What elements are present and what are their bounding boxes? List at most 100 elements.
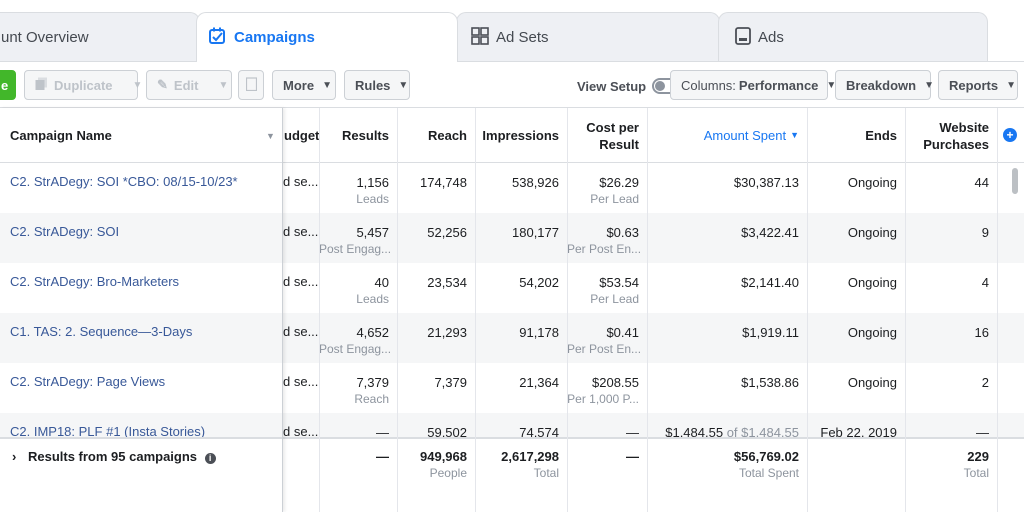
rules-button[interactable]: Rules ▼ <box>344 70 410 100</box>
website-purchases-cell: 4 <box>981 275 989 290</box>
reach-cell: 23,534 <box>427 275 467 290</box>
table-row[interactable]: C2. StrADegy: SOI *CBO: 08/15-10/23* d se… <box>0 163 1024 213</box>
campaign-name-link[interactable]: C2. StrADegy: Page Views <box>10 374 166 389</box>
chevron-down-icon[interactable]: ▼ <box>132 79 143 91</box>
breakdown-button[interactable]: Breakdown ▼ <box>835 70 934 100</box>
website-purchases-cell: — <box>976 425 989 440</box>
campaign-name-link[interactable]: C2. IMP18: PLF #1 (Insta Stories) <box>10 424 206 439</box>
reach-cell: 7,379 <box>434 375 467 390</box>
tab-campaigns[interactable]: Campaigns <box>196 12 458 62</box>
header-label: Amount Spent <box>703 128 787 143</box>
vertical-scrollbar[interactable] <box>1012 168 1018 194</box>
chevron-down-icon: ▼ <box>826 79 837 91</box>
chevron-down-icon: ▼ <box>924 79 934 91</box>
budget-cell: d se... <box>283 224 319 239</box>
column-header-ends[interactable]: Ends <box>807 108 905 163</box>
delete-button[interactable] <box>238 70 264 100</box>
impressions-cell: 54,202 <box>519 275 559 290</box>
tab-label: Ads <box>758 29 784 46</box>
campaign-name-link[interactable]: C2. StrADegy: SOI <box>10 224 120 239</box>
column-divider <box>397 108 398 512</box>
reach-cell: 21,293 <box>427 325 467 340</box>
results-cell: 1,156 Leads <box>356 175 389 206</box>
amount-spent-cell: $2,141.40 <box>741 275 799 290</box>
column-header-cost-per-result[interactable]: Cost per Result <box>567 108 647 163</box>
impressions-cell: 74,574 <box>519 425 559 440</box>
pencil-icon: ✎ <box>157 77 168 92</box>
breakdown-label: Breakdown <box>846 77 917 93</box>
totals-label-cell[interactable]: › Results from 95 campaigns i <box>0 439 283 499</box>
column-divider <box>647 108 648 512</box>
results-cell: 5,457 Post Engag... <box>319 225 392 256</box>
columns-value: Performance <box>738 77 819 93</box>
columns-button[interactable]: Columns: Performance ▼ <box>670 70 836 100</box>
amount-spent-cell: $1,919.11 <box>742 325 799 340</box>
amount-spent-cell: $1,484.55 of $1,484.55 <box>665 425 799 440</box>
tab-account-overview[interactable]: unt Overview <box>0 12 200 62</box>
totals-impressions: 2,617,298 Total <box>501 449 559 480</box>
amount-spent-cell: $1,538.86 <box>741 375 799 390</box>
chevron-right-icon[interactable]: › <box>12 449 17 464</box>
create-button[interactable]: e <box>0 70 16 100</box>
table-row[interactable]: C1. TAS: 2. Sequence—3-Days d se... 4,652 P… <box>0 313 1024 363</box>
website-purchases-cell: 9 <box>981 225 989 240</box>
rules-label: Rules <box>355 77 391 93</box>
campaign-name-link[interactable]: C1. TAS: 2. Sequence—3-Days <box>10 324 193 339</box>
campaign-name-link[interactable]: C2. StrADegy: SOI *CBO: 08/15-10/23* <box>10 174 238 189</box>
totals-spent: $56,769.02 Total Spent <box>733 449 799 480</box>
sort-caret-icon[interactable]: ▼ <box>266 131 275 141</box>
column-header-campaign-name[interactable]: Campaign Name ▼ <box>0 108 283 163</box>
reports-button[interactable]: Reports ▼ <box>938 70 1018 100</box>
chevron-down-icon[interactable]: ▼ <box>218 79 229 91</box>
tab-ad-sets[interactable]: Ad Sets <box>456 12 720 62</box>
header-label: udget <box>284 128 320 143</box>
add-column-icon[interactable]: + <box>1003 128 1017 142</box>
results-cell: 7,379 Reach <box>354 375 389 406</box>
table-row[interactable]: C2. StrADegy: Bro-Marketers d se... 40 Lead… <box>0 263 1024 313</box>
create-label: e <box>1 77 9 93</box>
table-row[interactable]: C2. StrADegy: SOI d se... 5,457 Post Engag.… <box>0 213 1024 263</box>
impressions-cell: 91,178 <box>519 325 559 340</box>
column-header-budget[interactable]: udget <box>283 108 319 163</box>
impressions-cell: 180,177 <box>512 225 559 240</box>
more-button[interactable]: More ▼ <box>272 70 336 100</box>
column-header-results[interactable]: Results <box>319 108 397 163</box>
column-divider <box>567 108 568 512</box>
results-cell: 40 Leads <box>356 275 389 306</box>
more-label: More <box>283 77 315 93</box>
cost-per-result-cell: $0.63 Per Post En... <box>567 225 642 256</box>
ends-cell: Ongoing <box>847 175 897 190</box>
tab-ads[interactable]: Ads <box>718 12 988 62</box>
amount-spent-cell: $30,387.13 <box>733 175 799 190</box>
table-row[interactable]: C2. StrADegy: Page Views d se... 7,379 Reac… <box>0 363 1024 413</box>
header-label: Campaign Name <box>10 128 112 143</box>
column-divider <box>997 108 998 512</box>
ends-cell: Ongoing <box>847 225 897 240</box>
edit-button[interactable]: ✎ Edit ▼ <box>146 70 232 100</box>
column-divider <box>807 108 808 512</box>
campaign-name-link[interactable]: C2. StrADegy: Bro-Marketers <box>10 274 180 289</box>
reach-cell: 59,502 <box>427 425 467 440</box>
column-header-website-purchases[interactable]: Website Purchases <box>905 108 997 163</box>
budget-cell: d se... <box>283 274 319 289</box>
column-divider <box>905 108 906 512</box>
duplicate-button[interactable]: Duplicate ▼ <box>24 70 142 100</box>
column-header-reach[interactable]: Reach <box>397 108 475 163</box>
info-icon[interactable]: i <box>204 453 216 464</box>
reach-cell: 52,256 <box>427 225 467 240</box>
tab-label: unt Overview <box>1 29 89 46</box>
amount-spent-cell: $3,422.41 <box>741 225 799 240</box>
website-purchases-cell: 2 <box>981 375 989 390</box>
campaigns-icon <box>209 27 227 49</box>
duplicate-label: Duplicate <box>54 77 113 93</box>
tab-label: Ad Sets <box>496 29 549 46</box>
view-setup-label: View Setup <box>577 78 647 94</box>
cost-per-result-cell: $208.55 Per 1,000 P... <box>567 375 639 406</box>
grid-icon <box>471 26 489 49</box>
edit-label: Edit <box>173 77 199 93</box>
reach-cell: 174,748 <box>420 175 467 190</box>
view-setup: View Setup <box>577 78 679 94</box>
column-header-amount-spent[interactable]: Amount Spent ▼ <box>647 108 807 163</box>
column-header-impressions[interactable]: Impressions <box>475 108 567 163</box>
totals-row: › Results from 95 campaigns i — 949,968 P… <box>0 437 1024 497</box>
